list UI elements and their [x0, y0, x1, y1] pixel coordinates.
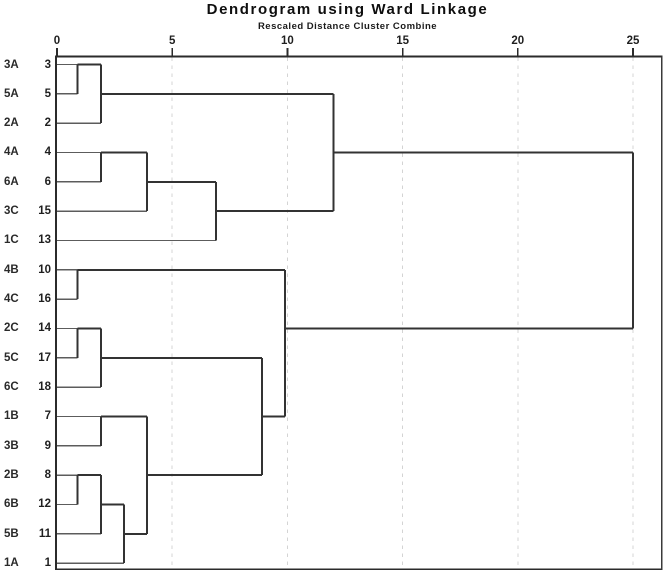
leaf-number-label: 9 [44, 439, 51, 452]
leaf-case-label: 2B [4, 469, 19, 482]
axis-tick-label: 5 [168, 35, 176, 47]
axis-tick-label: 10 [280, 35, 294, 47]
axis-tick-label: 15 [396, 35, 409, 47]
leaf-number-label: 4 [44, 146, 51, 159]
leaf-number-label: 18 [38, 381, 51, 394]
leaf-number-label: 7 [44, 410, 51, 423]
axis-tick-label: 20 [511, 35, 525, 47]
leaf-case-label: 4A [4, 146, 19, 159]
leaf-number-label: 13 [38, 234, 51, 247]
leaf-case-label: 3A [4, 58, 19, 71]
leaf-number-label: 1 [44, 557, 51, 570]
leaf-case-label: 3C [4, 205, 19, 218]
axis-ticks [56, 48, 634, 57]
leaf-case-label: 6C [4, 381, 19, 394]
leaf-case-label: 4B [4, 263, 19, 276]
leaf-number-label: 16 [38, 293, 51, 306]
leaf-case-label: 1B [4, 410, 19, 423]
leaf-case-label: 1C [4, 234, 19, 247]
leaf-case-label: 5C [4, 351, 19, 364]
leaf-number-label: 5 [44, 87, 51, 100]
chart-subtitle: Rescaled Distance Cluster Combine [257, 21, 438, 32]
leaf-number-label: 12 [38, 498, 51, 511]
leaf-number-label: 3 [44, 58, 51, 71]
leaf-case-label: 4C [4, 293, 19, 306]
leaf-case-label: 1A [4, 557, 19, 570]
leaf-number-label: 15 [38, 205, 51, 218]
leaf-number-label: 17 [38, 351, 51, 364]
leaf-number-label: 2 [44, 117, 51, 130]
leaf-case-label: 6B [4, 498, 19, 511]
axis-tick-label: 25 [626, 35, 640, 47]
leaf-case-label: 5A [4, 87, 19, 100]
chart-title: Dendrogram using Ward Linkage [206, 1, 489, 18]
leaf-number-label: 11 [38, 527, 51, 540]
leaf-case-label: 6A [4, 175, 19, 188]
plot-frame [55, 55, 663, 571]
leaf-number-label: 14 [38, 322, 51, 335]
leaf-case-label: 5B [4, 527, 19, 540]
leaf-number-label: 6 [44, 175, 51, 188]
leaf-case-label: 2A [4, 117, 19, 130]
axis-tick-label: 0 [53, 35, 61, 47]
dendrogram-tree [57, 63, 634, 564]
gridlines [171, 57, 634, 570]
leaf-case-label: 3B [4, 439, 19, 452]
leaf-number-label: 8 [44, 469, 51, 482]
leaf-case-label: 2C [4, 322, 19, 335]
leaf-number-label: 10 [38, 263, 51, 276]
